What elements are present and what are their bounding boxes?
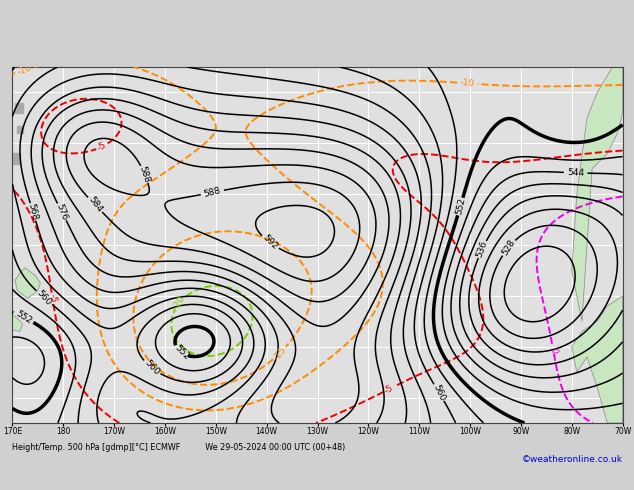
Polygon shape [13, 153, 20, 164]
Text: -10: -10 [460, 78, 476, 89]
Text: 560: 560 [35, 288, 53, 307]
Polygon shape [0, 314, 23, 331]
Text: 0: 0 [548, 346, 558, 354]
Text: 592: 592 [261, 233, 279, 251]
Text: 588: 588 [138, 165, 152, 184]
Text: 552: 552 [14, 309, 33, 326]
Text: -15: -15 [271, 344, 288, 362]
Text: -20: -20 [172, 294, 188, 311]
Text: -10: -10 [16, 63, 33, 77]
Polygon shape [572, 296, 623, 423]
Polygon shape [18, 125, 23, 133]
Text: -5: -5 [96, 140, 108, 153]
Text: 552: 552 [454, 197, 467, 216]
Text: 536: 536 [475, 240, 489, 259]
Polygon shape [15, 268, 41, 298]
Polygon shape [572, 67, 623, 321]
Text: ©weatheronline.co.uk: ©weatheronline.co.uk [522, 455, 623, 464]
Polygon shape [15, 102, 23, 113]
Text: -5: -5 [48, 293, 58, 303]
Text: Height/Temp. 500 hPa [gdmp][°C] ECMWF          We 29-05-2024 00:00 UTC (00+48): Height/Temp. 500 hPa [gdmp][°C] ECMWF We… [13, 442, 346, 452]
Text: -5: -5 [383, 383, 396, 395]
Text: 588: 588 [203, 186, 222, 199]
Text: 552: 552 [172, 343, 191, 362]
Text: 576: 576 [55, 202, 69, 221]
Text: 560: 560 [431, 383, 446, 402]
Text: 544: 544 [567, 168, 585, 178]
Text: 560: 560 [143, 358, 161, 377]
Text: 568: 568 [27, 202, 39, 221]
Text: 528: 528 [500, 238, 517, 257]
Text: 584: 584 [86, 195, 104, 214]
